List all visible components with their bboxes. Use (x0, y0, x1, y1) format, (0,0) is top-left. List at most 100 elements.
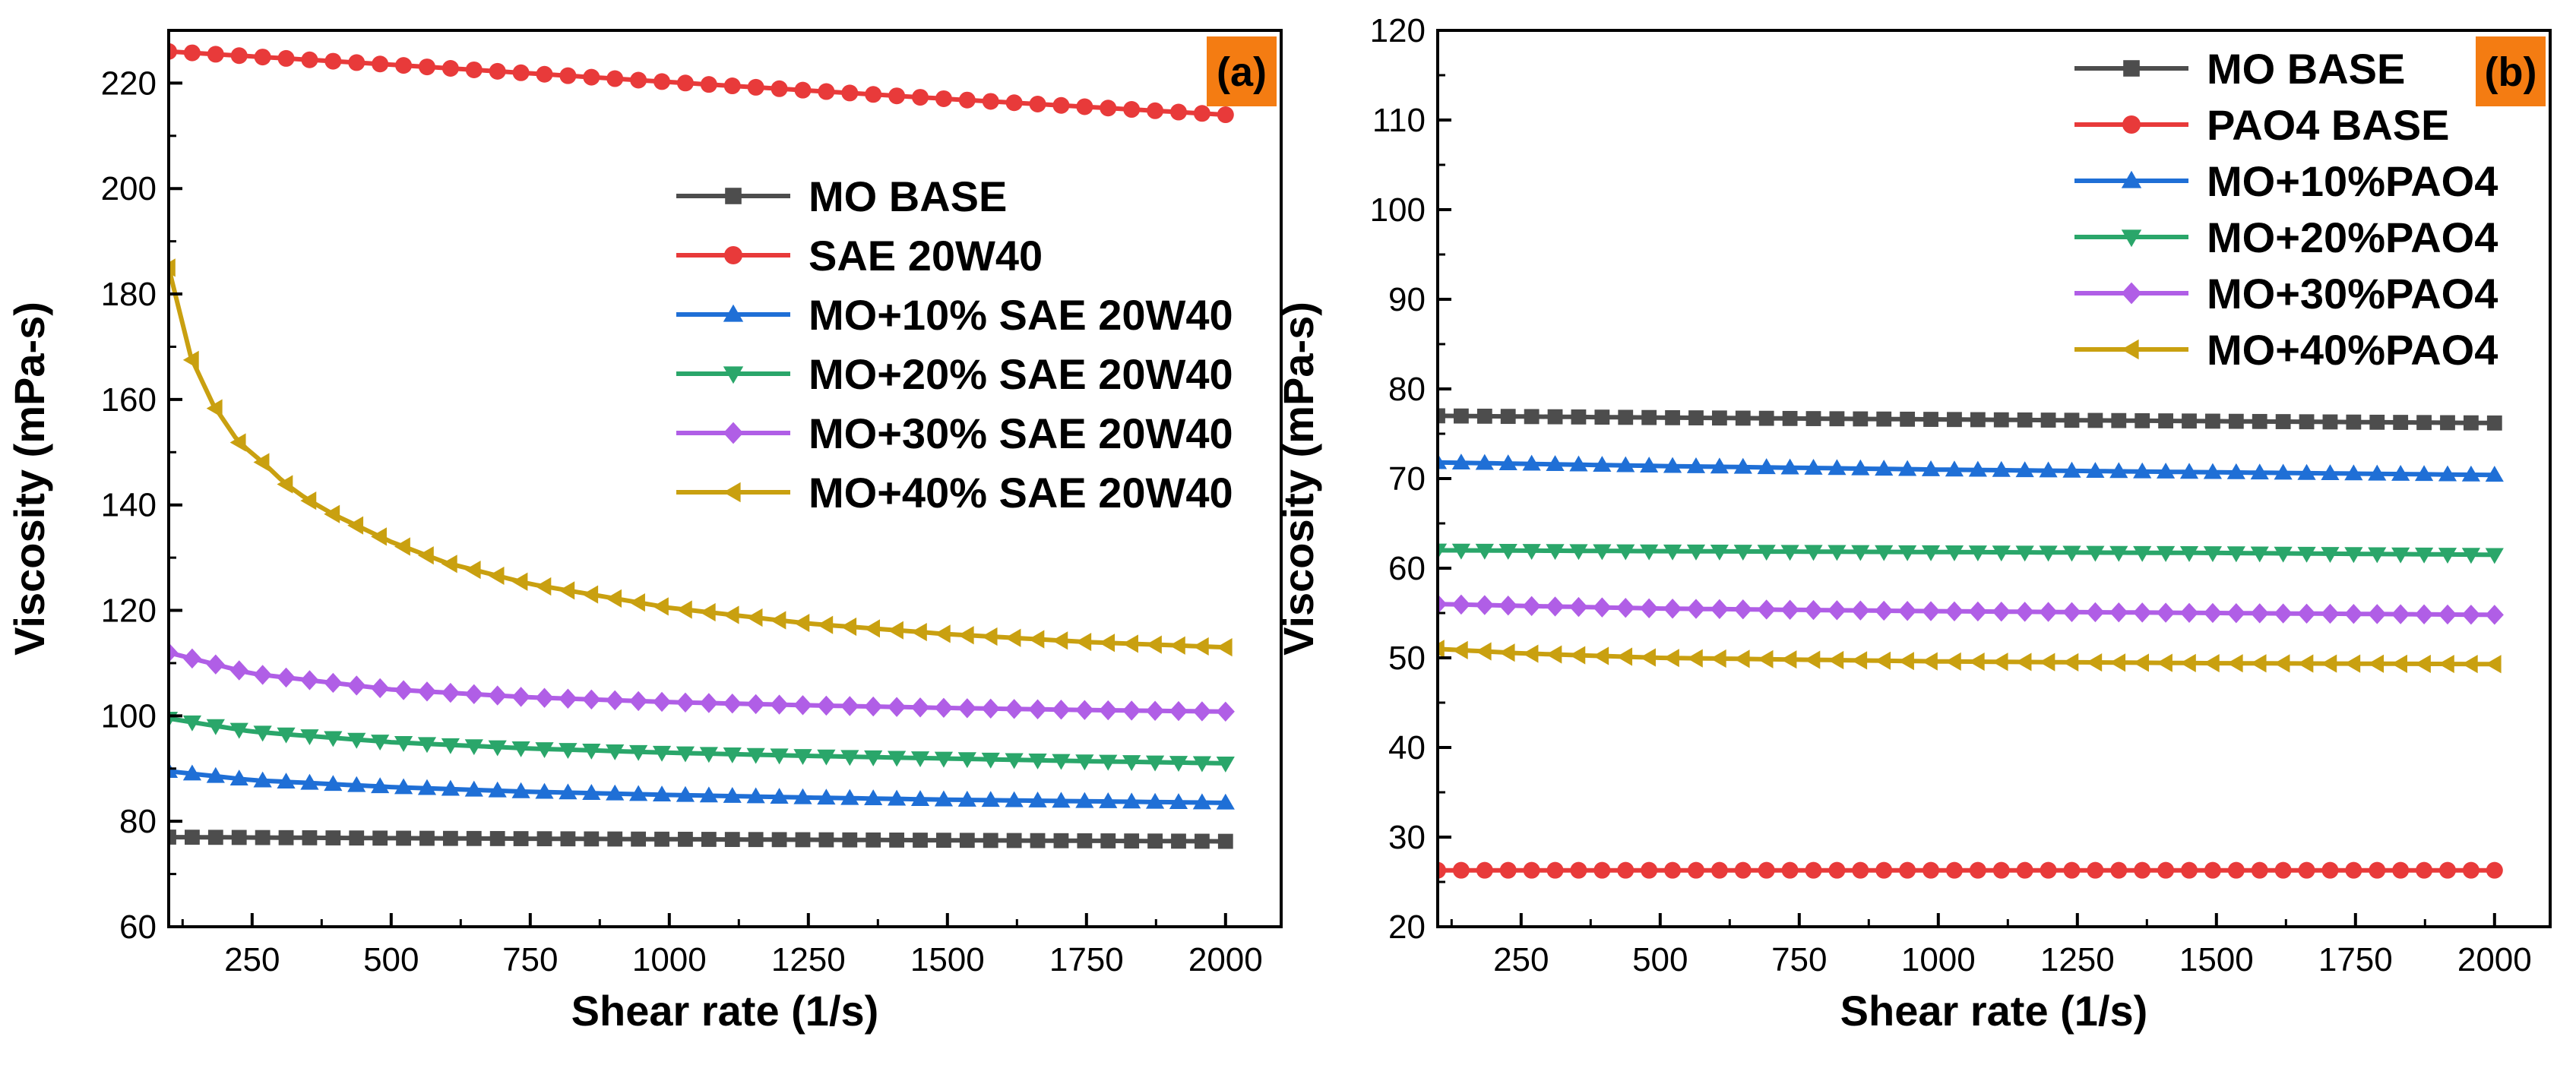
data-point (2157, 462, 2176, 479)
data-point (1052, 792, 1071, 808)
x-tick-label: 750 (1771, 941, 1827, 978)
data-point (606, 690, 625, 711)
data-point (1733, 649, 1750, 668)
data-point (676, 600, 692, 619)
data-point (1875, 651, 1891, 670)
data-point (2226, 654, 2243, 673)
data-point (2039, 461, 2058, 478)
data-point (1968, 545, 1987, 562)
data-point (1686, 649, 1703, 668)
data-point (1099, 792, 1118, 808)
data-point (2369, 414, 2385, 430)
data-point (2275, 414, 2291, 429)
series-mo-10-sae-20w40 (169, 762, 1235, 810)
data-point (277, 773, 296, 789)
data-point (1851, 545, 1870, 561)
data-point (1758, 861, 1775, 879)
y-tick-label: 140 (101, 487, 157, 524)
data-point (230, 47, 248, 65)
data-point (2438, 654, 2454, 674)
data-point (841, 84, 859, 102)
data-point (441, 682, 460, 703)
plot-area (1438, 408, 2504, 879)
legend-item-mo-20-sae-20w40: MO+20% SAE 20W40 (676, 350, 1233, 398)
data-point (2109, 653, 2126, 672)
data-point (324, 504, 340, 523)
data-point (206, 399, 223, 418)
data-point (2110, 861, 2128, 879)
data-point (559, 67, 577, 84)
data-point (2086, 653, 2103, 672)
legend-label: MO BASE (2207, 45, 2405, 93)
data-point (1028, 754, 1047, 770)
data-point (169, 258, 176, 277)
data-point (253, 771, 272, 788)
data-point (396, 830, 411, 846)
data-point (559, 743, 578, 759)
data-point (1641, 409, 1657, 425)
data-point (466, 830, 482, 846)
data-point (1852, 861, 1869, 879)
data-point (771, 80, 788, 97)
series-sae-20w40 (169, 43, 1234, 124)
data-point (1851, 651, 1868, 670)
data-point (1076, 98, 1093, 115)
data-point (981, 698, 1000, 719)
data-point (1921, 460, 1941, 476)
series-mo-40-sae-20w40 (169, 258, 1233, 657)
x-tick-label: 750 (502, 941, 558, 978)
data-point (1616, 598, 1635, 618)
legend-item-mo-10-pao4: MO+10%PAO4 (2074, 157, 2498, 205)
data-point (2321, 603, 2340, 624)
data-point (2205, 413, 2220, 429)
data-point (1992, 861, 2010, 879)
y-tick-label: 70 (1388, 460, 1426, 498)
data-point (488, 740, 507, 757)
series-mo-10-pao4 (1438, 453, 2504, 482)
legend-label: MO+10%PAO4 (2207, 157, 2498, 205)
data-point (1569, 455, 1588, 472)
data-point (2274, 861, 2292, 879)
legend-label: SAE 20W40 (809, 232, 1043, 280)
data-point (747, 78, 764, 96)
data-point (842, 832, 858, 848)
data-point (169, 762, 179, 779)
data-point (1757, 458, 1776, 475)
legend: MO BASE PAO4 BASE MO+10%PAO4 MO+20%PAO4 MO+3… (2074, 45, 2498, 374)
data-point (302, 830, 318, 845)
legend-marker (2123, 60, 2140, 77)
legend-marker (2122, 115, 2141, 134)
data-point (981, 791, 1000, 807)
data-point (2204, 861, 2221, 879)
data-point (1122, 792, 1141, 809)
data-point (1216, 793, 1235, 810)
data-point (1875, 600, 1894, 621)
data-point (1640, 544, 1659, 561)
data-point (1804, 599, 1823, 621)
data-point (582, 744, 601, 760)
data-point (1122, 634, 1138, 653)
data-point (1780, 650, 1797, 669)
data-point (957, 790, 976, 807)
x-tick-label: 1250 (2040, 941, 2115, 978)
data-point (2463, 415, 2479, 431)
data-point (371, 777, 390, 794)
data-point (1663, 649, 1679, 668)
data-point (1687, 861, 1704, 879)
data-point (629, 744, 648, 761)
data-point (1145, 792, 1165, 809)
data-point (2203, 546, 2223, 563)
data-point (560, 831, 576, 847)
data-point (724, 832, 740, 847)
data-point (1992, 460, 2011, 477)
data-point (1735, 410, 1751, 426)
data-point (1546, 544, 1565, 561)
data-point (2438, 465, 2457, 482)
data-point (347, 776, 366, 792)
data-point (349, 830, 365, 846)
legend: MO BASE SAE 20W40 MO+10% SAE 20W40 MO+20% S… (676, 172, 1233, 517)
series-line-mo-10-pao4 (1438, 460, 2495, 478)
data-point (1475, 543, 1494, 560)
data-point (1522, 644, 1539, 663)
data-point (2134, 861, 2151, 879)
